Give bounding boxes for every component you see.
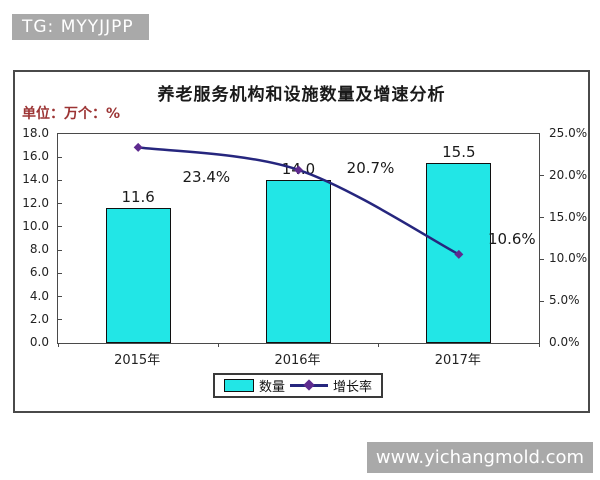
left-axis-tick-label: 10.0 bbox=[22, 218, 49, 233]
left-axis-tickmark bbox=[58, 179, 62, 181]
x-axis-tickmark bbox=[57, 343, 59, 347]
chart-frame: 养老服务机构和设施数量及增速分析 单位：万个：% 18.0 16.0 14.0 12.… bbox=[13, 70, 590, 413]
left-axis-tickmark bbox=[58, 272, 62, 274]
bar-value-label: 11.6 bbox=[121, 188, 155, 207]
left-axis-tick-label: 2.0 bbox=[29, 311, 49, 326]
right-axis-tick-label: 5.0% bbox=[549, 293, 580, 308]
left-axis-tick-label: 12.0 bbox=[22, 195, 49, 210]
left-axis-tickmark bbox=[58, 319, 62, 321]
x-axis-labels: 2015年 2016年 2017年 bbox=[57, 349, 538, 368]
left-axis-tick-label: 6.0 bbox=[29, 265, 49, 280]
left-axis-tick-label: 16.0 bbox=[22, 149, 49, 164]
right-axis-tickmark bbox=[539, 258, 544, 260]
left-axis-labels: 18.0 16.0 14.0 12.0 10.0 8.0 6.0 4.0 2.0 0.0 bbox=[15, 126, 52, 349]
growth-value-label: 23.4% bbox=[182, 168, 231, 187]
left-axis-tick-label: 14.0 bbox=[22, 172, 49, 187]
left-axis-tickmark bbox=[58, 156, 62, 158]
x-axis-tickmark bbox=[217, 343, 219, 347]
bar-2016年 bbox=[266, 180, 331, 343]
right-axis-tickmark bbox=[539, 300, 544, 302]
right-axis-tickmark bbox=[539, 217, 544, 219]
left-axis-tick-label: 0.0 bbox=[29, 335, 49, 349]
growth-line-chart bbox=[133, 142, 464, 259]
left-axis-tickmark bbox=[58, 203, 62, 205]
x-axis-category-label: 2017年 bbox=[434, 353, 481, 368]
left-axis-tick-label: 8.0 bbox=[29, 242, 49, 257]
right-axis-tick-label: 0.0% bbox=[549, 335, 580, 349]
x-axis-tickmark bbox=[538, 343, 540, 347]
x-axis-category-label: 2016年 bbox=[274, 353, 321, 368]
right-axis-labels: 25.0% 20.0% 15.0% 10.0% 5.0% 0.0% bbox=[546, 126, 588, 349]
left-axis-tickmark bbox=[58, 296, 62, 298]
bar-2015年 bbox=[105, 208, 171, 343]
x-axis-tickmark bbox=[378, 343, 380, 347]
bar-value-label: 15.5 bbox=[442, 143, 476, 162]
line-marker-diamond-icon bbox=[294, 165, 303, 175]
right-axis-tick-label: 20.0% bbox=[549, 167, 588, 182]
line-marker-diamond-icon bbox=[133, 142, 143, 152]
legend: 数量 增长率 bbox=[213, 373, 383, 398]
growth-value-label: 10.6% bbox=[488, 230, 536, 249]
watermark: www.yichangmold.com bbox=[367, 442, 593, 473]
left-axis-tickmark bbox=[58, 249, 62, 251]
plot-area: 11.614.015.523.4%20.7%10.6% bbox=[57, 133, 544, 347]
growth-value-label: 20.7% bbox=[346, 158, 395, 177]
line-marker-diamond-icon bbox=[454, 249, 464, 259]
legend-bar-label: 数量 bbox=[258, 380, 285, 395]
growth-line bbox=[137, 146, 460, 256]
left-axis-tickmark bbox=[58, 226, 62, 228]
chart-title: 养老服务机构和设施数量及增速分析 bbox=[157, 85, 446, 105]
right-axis-tick-label: 15.0% bbox=[549, 209, 588, 224]
legend-line-label: 增长率 bbox=[333, 380, 373, 395]
left-axis-tick-label: 18.0 bbox=[22, 126, 49, 140]
left-axis-tick-label: 4.0 bbox=[29, 288, 49, 303]
right-axis-tick-label: 25.0% bbox=[549, 126, 588, 140]
right-axis-tick-label: 10.0% bbox=[549, 251, 588, 266]
unit-label: 单位：万个：% bbox=[22, 106, 121, 122]
legend-line-swatch-icon bbox=[290, 379, 328, 391]
legend-diamond-marker-icon bbox=[303, 379, 315, 391]
x-axis-category-label: 2015年 bbox=[114, 353, 161, 368]
legend-bar-swatch-icon bbox=[223, 379, 254, 392]
right-axis-tickmark bbox=[539, 175, 544, 177]
tg-badge: TG: MYYJJPP bbox=[12, 14, 149, 40]
